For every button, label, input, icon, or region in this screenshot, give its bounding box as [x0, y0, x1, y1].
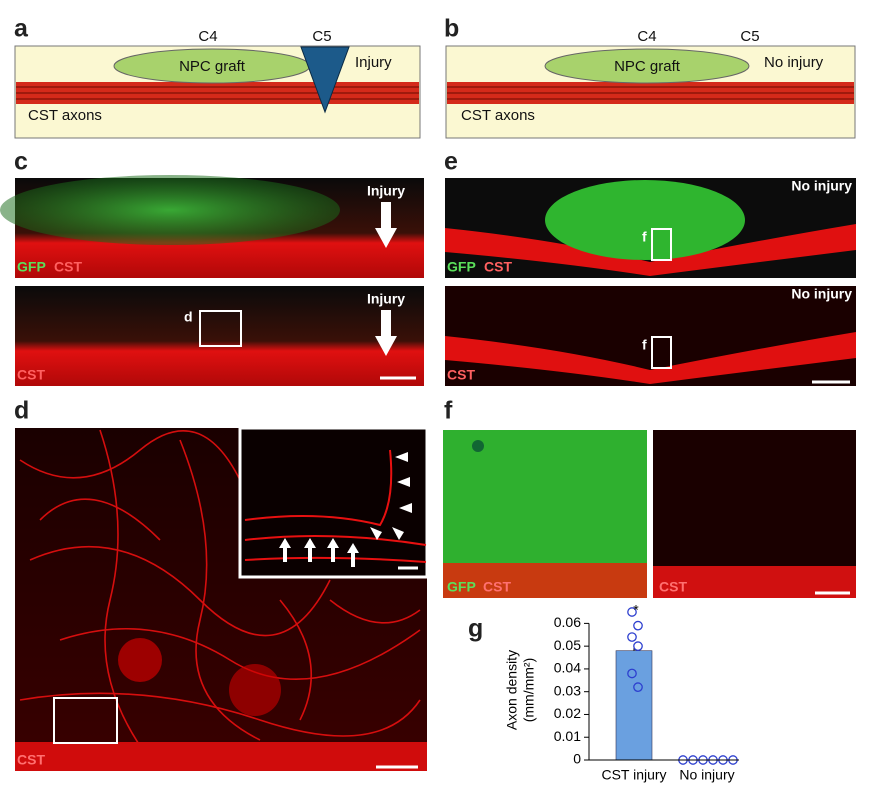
box-label: f [642, 337, 647, 353]
panel-label: c [14, 148, 28, 176]
stain-label: GFP [447, 259, 476, 275]
micrograph [445, 286, 856, 386]
y-tick-label: 0.02 [554, 705, 581, 721]
data-point [633, 641, 643, 652]
box-label: d [184, 309, 193, 325]
panel-label: g [468, 615, 483, 643]
micrograph [15, 286, 424, 386]
injury-label: Injury [367, 291, 405, 307]
arrow [375, 202, 397, 248]
cst-tract [15, 742, 427, 771]
panel-e: e f No injury GFP CST f No injury CST [444, 148, 856, 386]
y-tick-label: 0.05 [554, 637, 581, 653]
stain-label: CST [484, 259, 512, 275]
x-tick-label: CST injury [601, 767, 666, 783]
y-tick-label: 0.04 [554, 660, 581, 676]
cell [472, 440, 484, 452]
roi-box [651, 228, 672, 261]
data-point [633, 682, 643, 692]
c5: C5 [312, 28, 331, 45]
panel-g: g [468, 615, 483, 643]
y-axis-label: (mm/mm²) [521, 658, 537, 723]
data-point [627, 632, 637, 642]
y-tick-label: 0 [573, 751, 581, 767]
roi-box [651, 336, 672, 369]
panel-label: a [14, 15, 29, 43]
y-tick-label: 0.03 [554, 682, 581, 698]
axon-cluster [229, 664, 281, 716]
stain-label: CST [54, 259, 82, 275]
axons-label: CST axons [461, 107, 535, 124]
panel-label: f [444, 397, 453, 425]
x-tick-label: No injury [679, 767, 734, 783]
graft-label: NPC graft [179, 58, 246, 75]
injury-label: Injury [355, 54, 392, 71]
axon-fibers [19, 429, 421, 761]
box-label: f [642, 229, 647, 245]
gfp-graft [545, 180, 745, 260]
stain-label: GFP [447, 579, 476, 595]
panel-c: c GFP CST Injury d CST Injury [0, 148, 424, 386]
injury-label: No injury [764, 54, 824, 71]
status-label: No injury [791, 178, 852, 194]
injury-label: Injury [367, 183, 405, 199]
status-label: No injury [791, 286, 852, 302]
roi-box [199, 310, 242, 347]
c4: C4 [198, 28, 217, 45]
injury-wedge [300, 46, 350, 114]
annotation: * [633, 601, 639, 617]
panel-b: b NPC graft C4 C5 No injury CST axons [444, 15, 856, 139]
graft [544, 48, 750, 84]
stain-label: CST [17, 367, 45, 383]
y-tick-label: 0.06 [554, 614, 581, 630]
panel-label: e [444, 148, 458, 176]
stain-label: CST [483, 579, 511, 595]
micrograph [443, 430, 647, 568]
axon-cluster [118, 638, 162, 682]
y-tick-label: 0.01 [554, 728, 581, 744]
inset-arrows [279, 452, 412, 567]
gfp-signal [0, 175, 340, 245]
cst-stripes [447, 82, 854, 104]
c4: C4 [637, 28, 656, 45]
c5: C5 [740, 28, 759, 45]
panel-f: f GFP CST CST [443, 397, 856, 598]
stain-label: CST [659, 579, 687, 595]
roi-box [53, 697, 118, 744]
panel-label: d [14, 397, 29, 425]
axons-label: CST axons [28, 107, 102, 124]
panel-a: a NPC graft C4 C5 Injury CST axons [14, 15, 421, 139]
data-point [627, 668, 637, 679]
data-point [633, 620, 643, 631]
panel-label: b [444, 15, 459, 43]
stain-label: GFP [17, 259, 46, 275]
data-point [627, 607, 637, 617]
bar [615, 650, 653, 761]
cst-tract [445, 224, 856, 276]
cst-stripes [16, 82, 419, 104]
stain-label: CST [17, 752, 45, 768]
panel-d: d CST [14, 397, 429, 771]
cst-tract [445, 332, 856, 384]
y-axis-label: Axon density [504, 650, 520, 730]
stain-label: CST [447, 367, 475, 383]
arrow [375, 310, 397, 356]
graft-label: NPC graft [614, 58, 681, 75]
cst-tract [443, 563, 647, 598]
